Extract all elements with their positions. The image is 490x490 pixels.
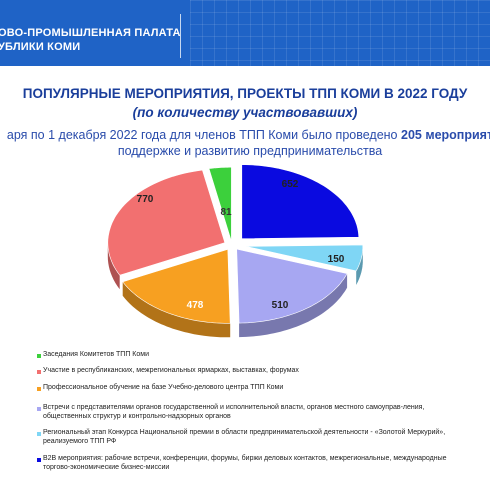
- pie-slice: [107, 169, 226, 276]
- legend-swatch: [37, 354, 41, 358]
- slide-subtitle: (по количеству участвовавших): [132, 105, 358, 120]
- legend-swatch: [37, 387, 41, 391]
- pie-chart: 81 770 478 510 150 652: [107, 164, 364, 338]
- pie-value-label: 652: [282, 179, 299, 190]
- intro-line1-bold: 205 мероприят: [401, 128, 490, 142]
- pie-slice: [245, 244, 364, 272]
- pie-value-label: 510: [272, 300, 289, 311]
- legend-label: Участие в республиканских, межрегиональн…: [43, 367, 299, 374]
- pie-value-label: 770: [137, 194, 154, 205]
- slide-title: ПОПУЛЯРНЫЕ МЕРОПРИЯТИЯ, ПРОЕКТЫ ТПП КОМИ…: [22, 86, 468, 101]
- legend-label: Заседания Комитетов ТПП Коми: [43, 351, 149, 358]
- pie-value-label: 81: [220, 207, 232, 218]
- legend-swatch: [37, 432, 41, 436]
- pie-value-label: 150: [328, 254, 345, 265]
- legend-label: Региональный этап Конкурса Национальной …: [43, 429, 446, 445]
- pie-slice-side: [122, 281, 231, 338]
- intro-line1-text: аря по 1 декабря 2022 года для членов ТП…: [6, 128, 401, 142]
- pie-slice-side: [239, 273, 348, 338]
- banner-grid-pattern: [190, 0, 490, 66]
- org-name-line1: ОВО-ПРОМЫШЛЕННАЯ ПАЛАТА: [0, 27, 181, 39]
- pie-slice-side: [107, 242, 120, 290]
- legend-swatch: [37, 370, 41, 374]
- pie-slice: [236, 248, 348, 324]
- intro-text: аря по 1 декабря 2022 года для членов ТП…: [0, 127, 490, 159]
- legend-label: Встречи с представителями органов госуда…: [43, 404, 425, 420]
- legend-swatch: [37, 458, 41, 462]
- intro-line1: аря по 1 декабря 2022 года для членов ТП…: [0, 127, 490, 143]
- pie-value-label: 478: [187, 300, 204, 311]
- legend-swatch: [37, 407, 41, 411]
- intro-line2: поддержке и развитию предпринимательства: [117, 144, 383, 158]
- header-banner: ОВО-ПРОМЫШЛЕННАЯ ПАЛАТА УБЛИКИ КОМИ: [0, 0, 490, 66]
- banner-divider: [180, 14, 181, 58]
- pie-slice: [208, 166, 232, 242]
- legend-label: Профессиональное обучение на базе Учебно…: [43, 384, 284, 391]
- pie-slice: [122, 248, 231, 324]
- legend-label: B2B мероприятия: рабочие встречи, конфер…: [43, 455, 447, 471]
- pie-slice-side: [356, 244, 363, 285]
- pie-slice: [241, 164, 360, 240]
- org-name-line2: УБЛИКИ КОМИ: [0, 41, 81, 53]
